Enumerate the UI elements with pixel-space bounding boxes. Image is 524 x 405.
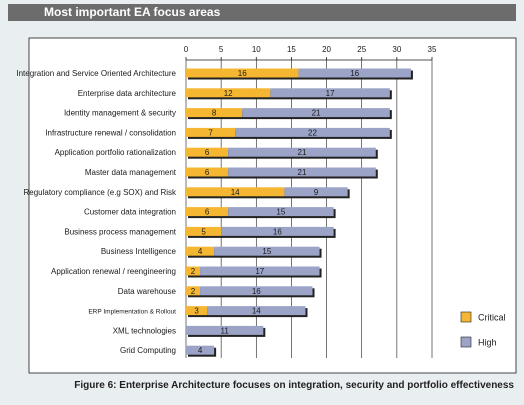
category-label: Master data management xyxy=(85,168,177,177)
data-label-high: 14 xyxy=(252,307,261,316)
figure-caption: Figure 6: Enterprise Architecture focuse… xyxy=(74,380,514,391)
data-label-high: 17 xyxy=(255,267,264,276)
legend-label: High xyxy=(478,338,497,348)
data-label-high: 11 xyxy=(221,326,230,335)
bar-critical xyxy=(186,207,229,217)
bar-critical xyxy=(186,88,271,98)
category-labels: Integration and Service Oriented Archite… xyxy=(16,69,177,355)
data-label-critical: 2 xyxy=(191,267,196,276)
bar-critical xyxy=(186,167,229,177)
bar-critical xyxy=(186,108,243,118)
data-label-high: 15 xyxy=(276,208,285,217)
bar-high xyxy=(207,306,306,316)
legend-swatch xyxy=(460,336,472,348)
bar-high xyxy=(270,88,390,98)
bar-critical xyxy=(186,147,229,157)
category-label: Infrastructure renewal / consolidation xyxy=(45,128,176,137)
chart-header-title: Most important EA focus areas xyxy=(44,5,221,19)
category-label: Application renewal / reengineering xyxy=(51,267,176,276)
x-tick-label: 30 xyxy=(392,45,401,54)
data-label-high: 17 xyxy=(326,89,335,98)
data-label-critical: 6 xyxy=(205,148,210,157)
data-label-critical: 8 xyxy=(212,109,217,118)
data-label-high: 16 xyxy=(273,227,282,236)
category-label: Integration and Service Oriented Archite… xyxy=(16,69,176,78)
x-axis-ticks: 0 5 10 15 20 25 30 35 xyxy=(184,45,437,54)
bar-high xyxy=(221,226,334,236)
data-label-critical: 5 xyxy=(201,227,206,236)
legend-swatch xyxy=(460,311,472,323)
data-label-critical: 6 xyxy=(205,168,210,177)
category-label: Business Intelligence xyxy=(101,247,177,256)
category-label: Data warehouse xyxy=(118,287,177,296)
category-label: XML technologies xyxy=(113,326,176,335)
category-label: Regulatory compliance (e.g SOX) and Risk xyxy=(23,188,177,197)
x-tick-label: 25 xyxy=(357,45,366,54)
x-tick-label: 5 xyxy=(219,45,224,54)
x-tick-label: 15 xyxy=(287,45,296,54)
data-label-critical: 2 xyxy=(191,287,196,296)
data-label-critical: 3 xyxy=(194,307,199,316)
bar-high xyxy=(186,345,215,355)
data-label-high: 16 xyxy=(252,287,261,296)
legend: Critical High xyxy=(460,311,506,348)
category-label: Application portfolio rationalization xyxy=(55,148,176,157)
bar-high xyxy=(242,108,390,118)
x-tick-label: 20 xyxy=(322,45,331,54)
data-label-critical: 6 xyxy=(205,208,210,217)
bar-critical xyxy=(186,286,201,296)
bar-critical xyxy=(186,306,208,316)
data-label-high: 16 xyxy=(350,69,359,78)
data-label-critical: 7 xyxy=(208,128,213,137)
category-label: Business process management xyxy=(64,227,176,236)
bar-high xyxy=(284,187,348,197)
bar-high xyxy=(214,246,320,256)
bar-critical xyxy=(186,68,299,78)
data-label-high: 21 xyxy=(298,168,307,177)
bar-critical xyxy=(186,246,215,256)
bar-high xyxy=(228,147,376,157)
bar-high xyxy=(235,127,390,137)
data-label-high: 9 xyxy=(314,188,319,197)
data-label-high: 21 xyxy=(312,109,321,118)
category-label: Enterprise data architecture xyxy=(78,89,177,98)
data-label-high: 15 xyxy=(262,247,271,256)
bar-critical xyxy=(186,127,236,137)
bar-critical xyxy=(186,226,222,236)
bar-critical xyxy=(186,266,201,276)
data-label-high: 4 xyxy=(198,346,203,355)
x-tick-label: 10 xyxy=(252,45,261,54)
bar-high xyxy=(200,266,320,276)
category-label: Grid Computing xyxy=(120,346,176,355)
data-label-critical: 4 xyxy=(198,247,203,256)
bar-high xyxy=(200,286,313,296)
category-label: ERP Implementation & Rollout xyxy=(88,309,176,316)
bar-high xyxy=(228,167,376,177)
data-label-critical: 16 xyxy=(238,69,247,78)
data-label-critical: 12 xyxy=(224,89,233,98)
x-tick-label: 35 xyxy=(428,45,437,54)
data-label-high: 22 xyxy=(308,128,317,137)
bar-high xyxy=(186,325,264,335)
legend-label: Critical xyxy=(478,313,506,323)
category-label: Customer data integration xyxy=(84,208,176,217)
title-bar: Most important EA focus areas xyxy=(8,4,516,21)
bar-high xyxy=(298,68,411,78)
bar-critical xyxy=(186,187,285,197)
category-label: Identity management & security xyxy=(64,109,176,118)
x-tick-label: 0 xyxy=(184,45,189,54)
data-label-critical: 14 xyxy=(231,188,240,197)
bar-high xyxy=(228,207,334,217)
data-label-high: 21 xyxy=(298,148,307,157)
